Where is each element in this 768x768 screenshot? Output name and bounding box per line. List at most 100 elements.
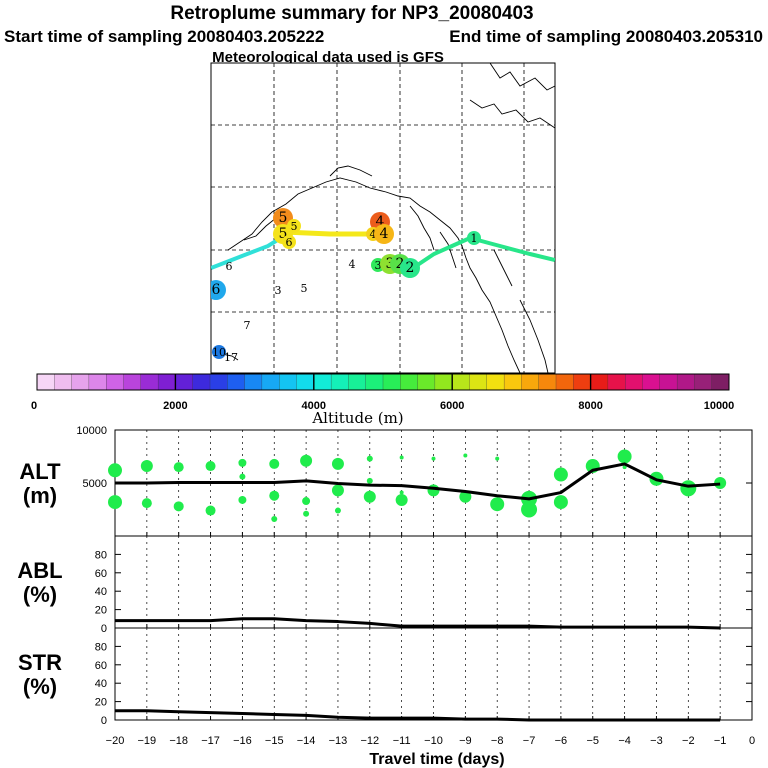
- map-marker-dot: [211, 280, 226, 300]
- x-tick-label: −1: [714, 735, 727, 747]
- altitude-colorbar: 0 2000 4000 6000 8000 10000 Altitude (m): [31, 373, 734, 427]
- x-tick-label: −3: [650, 735, 663, 747]
- colorbar-cell: [244, 373, 263, 391]
- altitude-point: [205, 461, 216, 472]
- y-tick-label: 5000: [83, 478, 107, 490]
- map-marker-label: 5: [301, 282, 308, 295]
- map-marker-label: 5: [279, 210, 288, 226]
- x-tick-label: −20: [106, 735, 125, 747]
- x-tick-label: −18: [169, 735, 188, 747]
- map-marker: 4: [349, 258, 356, 271]
- altitude-point: [459, 490, 472, 503]
- y-tick-label: 60: [95, 568, 107, 580]
- colorbar-cell: [538, 373, 557, 391]
- colorbar-cell: [88, 373, 107, 391]
- x-tick-label: −2: [682, 735, 695, 747]
- map-marker-dot: [467, 231, 481, 245]
- y-tick-label: 80: [95, 549, 107, 561]
- map-marker-label: 2: [406, 260, 415, 276]
- colorbar-cell: [417, 373, 436, 391]
- map-marker: 2: [400, 258, 420, 278]
- colorbar-label: Altitude (m): [311, 409, 403, 427]
- colorbar-tick-label: 10000: [704, 400, 735, 412]
- colorbar-cell: [503, 373, 522, 391]
- colorbar-cell: [123, 373, 142, 391]
- map-marker-label: 10: [212, 346, 226, 359]
- map-marker: 3: [275, 284, 282, 297]
- altitude-point: [490, 497, 505, 512]
- colorbar-cell: [157, 373, 176, 391]
- colorbar-cell: [590, 373, 609, 391]
- map-marker: 4: [374, 224, 394, 244]
- altitude-point: [363, 490, 376, 503]
- panel-abl: 0 20 40 60 80 ABL(%): [17, 535, 753, 635]
- altitude-point: [366, 455, 373, 462]
- colorbar-cell: [434, 373, 453, 391]
- altitude-point: [399, 455, 404, 460]
- altitude-point: [622, 465, 627, 470]
- x-axis-title: Travel time (days): [369, 751, 504, 768]
- colorbar-cell: [711, 373, 730, 391]
- map-marker: 6: [211, 280, 226, 300]
- map-marker-label: 2: [396, 256, 405, 272]
- x-tick-label: −4: [618, 735, 631, 747]
- altitude-point: [334, 507, 341, 514]
- met-data-label: Meteorological data used is GFS: [212, 49, 444, 66]
- colorbar-cell: [192, 373, 211, 391]
- colorbar-cell: [140, 373, 159, 391]
- map-marker: 1: [467, 231, 481, 245]
- altitude-point: [399, 490, 404, 495]
- altitude-point: [302, 497, 311, 506]
- colorbar-cell: [555, 373, 574, 391]
- map-marker-label: 1: [471, 232, 478, 245]
- colorbar-cell: [209, 373, 228, 391]
- x-tick-label: −6: [555, 735, 568, 747]
- altitude-point: [205, 505, 216, 516]
- colorbar-cell: [227, 373, 246, 391]
- map-marker: 6: [282, 235, 296, 249]
- panel-ylabel: ABL: [17, 558, 62, 583]
- altitude-point: [108, 495, 122, 510]
- map-marker-label: 4: [380, 226, 389, 242]
- colorbar-cell: [486, 373, 505, 391]
- map-marker-label: 6: [226, 260, 233, 273]
- panel-alt: 5000 10000 ALT(m): [19, 425, 753, 537]
- colorbar-cell: [382, 373, 401, 391]
- colorbar-tick-label: 4000: [302, 400, 326, 412]
- altitude-point: [714, 477, 727, 489]
- altitude-point: [463, 453, 468, 458]
- map-marker: 7: [244, 319, 251, 332]
- altitude-point: [331, 457, 344, 470]
- colorbar-cell: [607, 373, 626, 391]
- map-marker: 5: [301, 282, 308, 295]
- map-marker-label: 7: [244, 319, 251, 332]
- colorbar-frame: [36, 373, 730, 391]
- y-tick-label: 0: [101, 623, 107, 635]
- colorbar-ticks: 0 2000 4000 6000 8000 10000: [31, 374, 734, 412]
- map-marker-dot: [400, 258, 420, 278]
- time-series-panels: 500010000ALT(m)020406080ABL(%)020406080S…: [17, 425, 755, 768]
- colorbar-cell: [54, 373, 73, 391]
- altitude-point: [395, 493, 408, 506]
- colorbar-tick-label: 0: [31, 400, 37, 412]
- x-tick-label: −11: [393, 735, 411, 747]
- colorbar-cell: [175, 373, 194, 391]
- y-tick-label: 40: [95, 678, 107, 690]
- y-tick-label: 60: [95, 660, 107, 672]
- altitude-point: [269, 490, 280, 501]
- x-tick-label: 0: [749, 735, 755, 747]
- x-tick-label: −16: [233, 735, 252, 747]
- start-time-label: Start time of sampling 20080403.205222: [4, 27, 324, 46]
- altitude-point: [300, 454, 313, 467]
- map-marker-label: 5: [279, 226, 288, 242]
- y-tick-label: 80: [95, 641, 107, 653]
- map-marker-label: 5: [291, 220, 298, 233]
- x-tick-label: −8: [491, 735, 504, 747]
- altitude-point: [431, 456, 436, 461]
- colorbar-tick-label: 2000: [163, 400, 187, 412]
- altitude-point: [173, 501, 184, 512]
- x-tick-label: −14: [297, 735, 316, 747]
- altitude-point: [141, 498, 152, 509]
- colorbar-cell: [625, 373, 643, 391]
